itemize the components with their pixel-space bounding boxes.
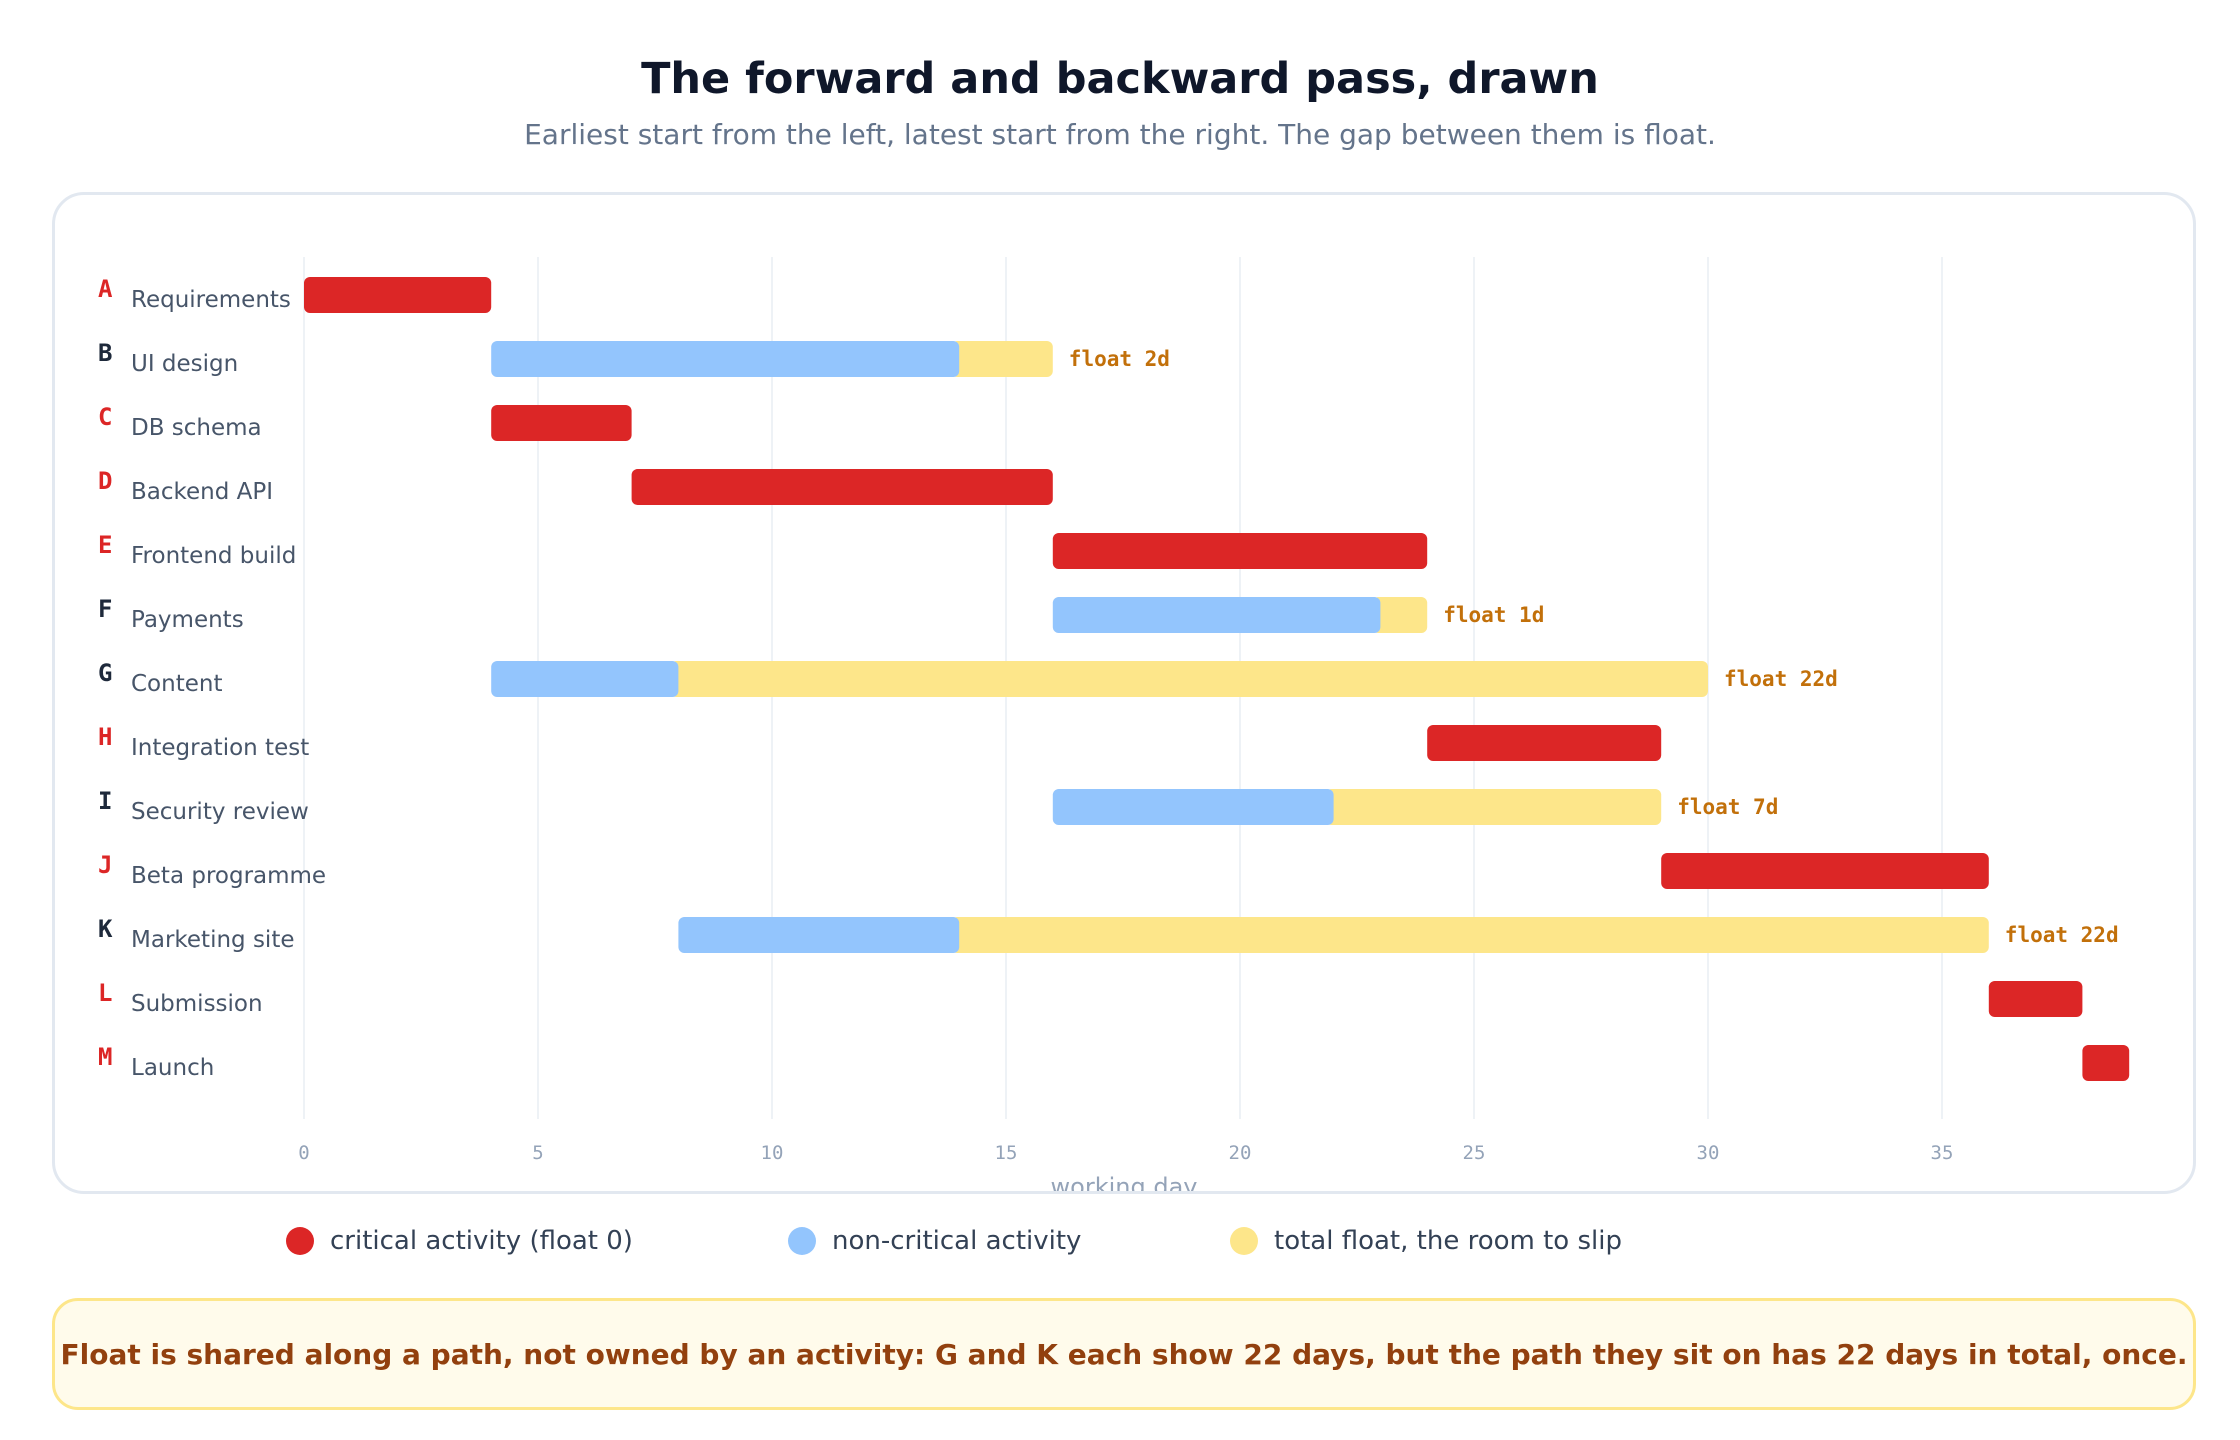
float-bar: [951, 917, 1989, 953]
activity-bar: [491, 661, 679, 697]
chart-card: 0 5 10 15 20 25 30 35 working day A Requirements B U…: [52, 192, 2196, 1194]
legend-item-noncritical: non-critical activity: [788, 1226, 1081, 1256]
callout-note-text: Float is shared along a path, not owned …: [60, 1337, 2188, 1371]
task-id: J: [98, 851, 112, 879]
task-name: Beta programme: [131, 863, 326, 889]
critical-bar: [1427, 725, 1662, 761]
task-id: I: [98, 787, 112, 815]
task-name: Submission: [131, 991, 263, 1017]
x-tick-label: 15: [995, 1142, 1018, 1164]
legend-label-float: total float, the room to slip: [1274, 1226, 1622, 1256]
task-name: Security review: [131, 799, 309, 825]
legend-label-noncritical: non-critical activity: [832, 1226, 1082, 1256]
float-label: float 1d: [1443, 603, 1544, 627]
float-label: float 2d: [1069, 347, 1170, 371]
task-name: DB schema: [131, 415, 262, 441]
critical-bar: [304, 277, 492, 313]
legend-item-critical: critical activity (float 0): [286, 1226, 633, 1256]
float-bar: [1372, 597, 1428, 633]
task-id: B: [98, 339, 112, 367]
task-id: C: [98, 403, 112, 431]
callout-note: Float is shared along a path, not owned …: [52, 1298, 2196, 1410]
task-id: E: [98, 531, 112, 559]
activity-bar: [678, 917, 960, 953]
float-label: float 22d: [2005, 923, 2119, 947]
legend-label-critical: critical activity (float 0): [330, 1226, 633, 1256]
chart-subtitle: Earliest start from the left, latest sta…: [524, 118, 1716, 151]
x-axis-label: working day: [1051, 1173, 1198, 1191]
critical-bar: [631, 469, 1053, 505]
gantt-chart: 0 5 10 15 20 25 30 35 working day A Requirements B U…: [98, 257, 2130, 1191]
critical-bar: [1661, 853, 1989, 889]
legend-swatch-critical: [286, 1227, 314, 1255]
critical-bar: [1052, 533, 1428, 569]
activity-bar: [1052, 789, 1334, 825]
x-tick-label: 30: [1697, 1142, 1720, 1164]
task-name: Payments: [131, 607, 244, 633]
task-id: A: [98, 275, 113, 303]
float-label: float 22d: [1724, 667, 1838, 691]
x-tick-label: 5: [532, 1142, 543, 1164]
task-id: G: [98, 659, 112, 687]
critical-bar: [2082, 1045, 2130, 1081]
x-tick-label: 25: [1463, 1142, 1486, 1164]
task-name: Frontend build: [131, 543, 296, 569]
task-name: Backend API: [131, 479, 273, 505]
task-name: Content: [131, 671, 222, 697]
activity-bar: [491, 341, 960, 377]
float-bar: [951, 341, 1053, 377]
task-id: K: [98, 915, 113, 943]
task-name: Launch: [131, 1055, 214, 1081]
legend-item-float: total float, the room to slip: [1230, 1226, 1622, 1256]
legend-swatch-noncritical: [788, 1227, 816, 1255]
task-name: UI design: [131, 351, 238, 377]
task-name: Integration test: [131, 735, 309, 761]
x-tick-label: 20: [1229, 1142, 1252, 1164]
legend-swatch-float: [1230, 1227, 1258, 1255]
critical-bar: [1988, 981, 2083, 1017]
task-name: Requirements: [131, 287, 291, 313]
float-bar: [1325, 789, 1662, 825]
float-label: float 7d: [1677, 795, 1778, 819]
x-tick-label: 35: [1931, 1142, 1954, 1164]
x-tick-label: 0: [298, 1142, 309, 1164]
task-id: F: [98, 595, 112, 623]
chart-title: The forward and backward pass, drawn: [641, 54, 1599, 104]
float-bar: [670, 661, 1708, 697]
critical-bar: [491, 405, 632, 441]
activity-bar: [1052, 597, 1381, 633]
task-id: D: [98, 467, 112, 495]
x-tick-label: 10: [761, 1142, 784, 1164]
task-id: M: [98, 1043, 112, 1071]
task-name: Marketing site: [131, 927, 294, 953]
task-id: L: [98, 979, 112, 1007]
task-id: H: [98, 723, 112, 751]
